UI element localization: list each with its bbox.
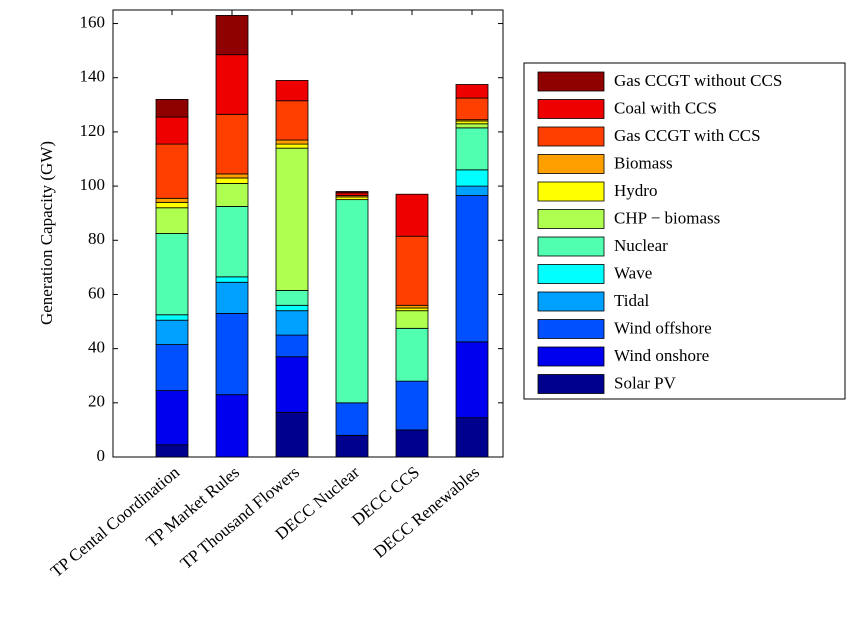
bar-segment bbox=[455, 120, 489, 125]
bar-segment bbox=[395, 380, 429, 431]
legend-swatch bbox=[537, 291, 605, 312]
bar-segment bbox=[215, 173, 249, 179]
bar-segment bbox=[155, 314, 189, 321]
bar-segment bbox=[275, 139, 309, 145]
bar-segment bbox=[455, 417, 489, 458]
legend-swatch bbox=[537, 346, 605, 367]
bar-segment bbox=[335, 191, 369, 194]
y-tick-label: 80 bbox=[88, 229, 105, 248]
bar-segment bbox=[455, 84, 489, 99]
bar-segment bbox=[455, 169, 489, 187]
bar-segment bbox=[455, 185, 489, 196]
legend-label: Hydro bbox=[614, 181, 657, 200]
legend-swatch bbox=[537, 154, 605, 174]
y-tick-label: 140 bbox=[80, 67, 106, 86]
legend-label: Solar PV bbox=[614, 373, 677, 392]
bar-segment bbox=[395, 193, 429, 237]
bar-segment bbox=[455, 127, 489, 171]
bar-segment bbox=[275, 289, 309, 306]
y-axis-label: Generation Capacity (GW) bbox=[37, 141, 56, 325]
legend-swatch bbox=[537, 319, 605, 339]
legend-label: Gas CCGT with CCS bbox=[614, 126, 761, 145]
y-tick-label: 0 bbox=[97, 446, 106, 465]
legend-label: Wind onshore bbox=[614, 346, 709, 365]
bar-segment bbox=[395, 307, 429, 312]
legend-swatch bbox=[537, 126, 605, 147]
y-tick-label: 60 bbox=[88, 283, 105, 302]
bar-segment bbox=[155, 116, 189, 145]
bar-segment bbox=[155, 207, 189, 234]
y-tick-label: 120 bbox=[80, 121, 106, 140]
bar-segment bbox=[275, 334, 309, 358]
y-tick-label: 20 bbox=[88, 392, 105, 411]
bar-segment bbox=[155, 201, 189, 209]
bar-segment bbox=[215, 206, 249, 278]
bar-segment bbox=[275, 80, 309, 102]
legend-label: Coal with CCS bbox=[614, 98, 717, 117]
legend-swatch bbox=[537, 181, 605, 202]
bar-segment bbox=[155, 143, 189, 199]
bar-segment bbox=[215, 54, 249, 115]
bar-segment bbox=[395, 235, 429, 306]
bar-segment bbox=[455, 341, 489, 419]
legend-label: Biomass bbox=[614, 153, 673, 172]
legend-swatch bbox=[537, 374, 605, 394]
y-tick-label: 40 bbox=[88, 338, 105, 357]
bar-segment bbox=[215, 313, 249, 396]
bar-segment bbox=[155, 99, 189, 118]
bar-segment bbox=[215, 394, 249, 458]
bar-segment bbox=[155, 233, 189, 316]
legend-label: Tidal bbox=[614, 291, 650, 310]
bar-segment bbox=[215, 177, 249, 184]
legend-swatch bbox=[537, 209, 605, 229]
bar-segment bbox=[155, 444, 189, 458]
legend-label: CHP − biomass bbox=[614, 208, 720, 227]
bar-segment bbox=[455, 123, 489, 129]
bar-segment bbox=[395, 304, 429, 309]
bar-segment bbox=[395, 327, 429, 382]
bar-segment bbox=[275, 304, 309, 312]
legend-box bbox=[523, 62, 846, 400]
legend-swatch bbox=[537, 99, 605, 119]
bar-segment bbox=[275, 143, 309, 149]
x-tick-label: DECC Renewables bbox=[370, 463, 483, 562]
bar-segment bbox=[335, 192, 369, 196]
legend-label: Gas CCGT without CCS bbox=[614, 71, 782, 90]
y-tick-label: 100 bbox=[80, 175, 106, 194]
bar-segment bbox=[215, 113, 249, 175]
bar-segment bbox=[335, 199, 369, 404]
bar-segment bbox=[215, 276, 249, 283]
bar-segment bbox=[215, 182, 249, 207]
bar-segment bbox=[215, 15, 249, 56]
legend-swatch bbox=[537, 264, 605, 284]
bar-segment bbox=[395, 429, 429, 458]
legend-swatch bbox=[537, 236, 605, 257]
bar-segment bbox=[455, 97, 489, 121]
bar-segment bbox=[335, 402, 369, 436]
bar-segment bbox=[395, 310, 429, 329]
bar-segment bbox=[275, 100, 309, 141]
y-tick-label: 160 bbox=[80, 12, 106, 31]
bar-segment bbox=[455, 195, 489, 343]
bar-segment bbox=[155, 197, 189, 203]
legend-label: Wave bbox=[614, 263, 652, 282]
bar-segment bbox=[275, 147, 309, 291]
bar-segment bbox=[335, 196, 369, 201]
bar-segment bbox=[155, 390, 189, 446]
legend-label: Wind offshore bbox=[614, 318, 712, 337]
bar-segment bbox=[155, 344, 189, 392]
bar-segment bbox=[335, 434, 369, 458]
bar-segment bbox=[275, 356, 309, 413]
bar-segment bbox=[215, 281, 249, 314]
legend-label: Nuclear bbox=[614, 236, 668, 255]
bar-segment bbox=[275, 411, 309, 458]
bar-segment bbox=[155, 319, 189, 345]
legend-swatch bbox=[537, 71, 605, 92]
bar-segment bbox=[275, 310, 309, 336]
